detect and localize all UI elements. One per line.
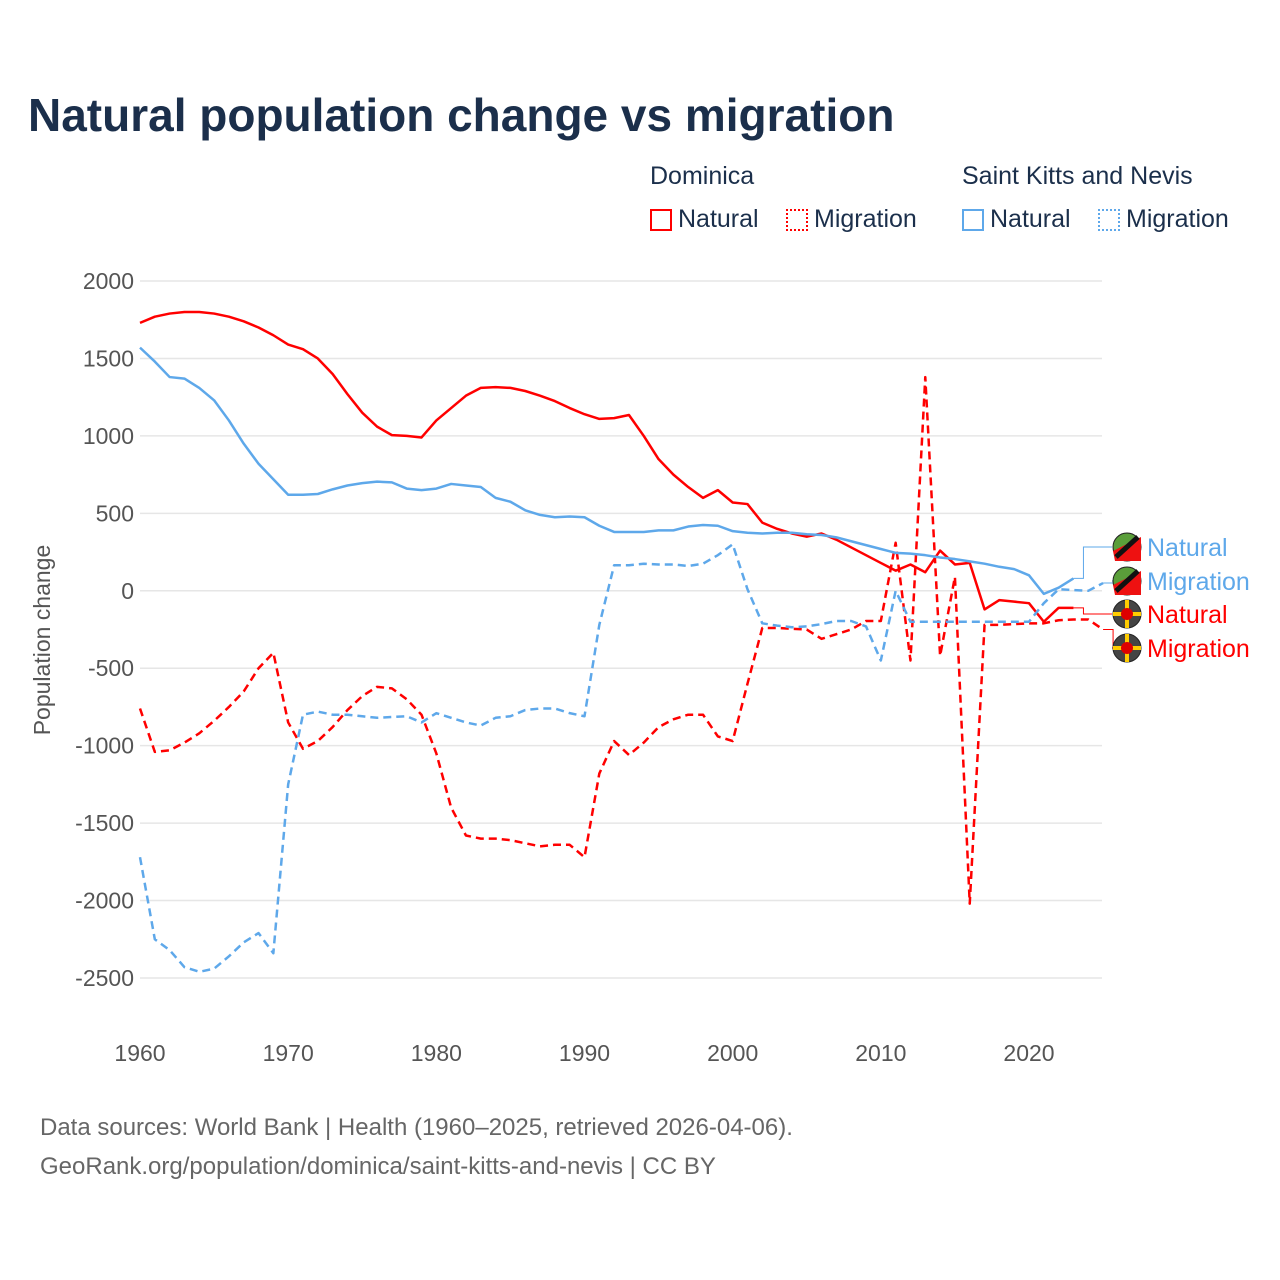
legend-group-skn: Saint Kitts and Nevis [962,162,1193,190]
flag-disc [1121,642,1133,654]
legend-group-dominica: Dominica [650,162,755,190]
y-tick-label: -1000 [75,733,134,759]
footer: Data sources: World Bank | Health (1960–… [40,1108,793,1186]
series-line-saint-kitts-and-nevis-natural [139,346,1075,596]
end-label: Migration [1147,568,1250,596]
end-label: Natural [1147,601,1228,629]
flag-band [1114,535,1140,559]
label-connector [1073,607,1112,615]
label-connector [1103,629,1114,649]
x-tick-label: 2020 [1003,1040,1054,1066]
chart-title: Natural population change vs migration [28,89,895,141]
end-label: Migration [1147,635,1250,663]
y-tick-label: -1500 [75,810,134,836]
legend-swatch [962,208,984,231]
legend-label: Natural [990,205,1071,233]
flag-disc [1121,608,1133,620]
y-tick-label: 500 [96,500,134,526]
label-connector [1103,580,1114,584]
x-tick-label: 1980 [411,1040,462,1066]
label-connector [1073,546,1112,579]
y-tick-label: 2000 [83,268,134,294]
series-line-dominica-natural [139,310,1074,624]
legend-item-dominica-natural[interactable]: Natural [650,205,759,234]
legend-item-skn-natural[interactable]: Natural [962,205,1071,234]
x-tick-label: 1960 [114,1040,165,1066]
end-label: Natural [1147,534,1228,562]
legend-label: Natural [678,205,759,233]
legend-swatch [786,208,808,231]
y-tick-label: 1500 [83,345,134,371]
y-tick-label: 1000 [83,423,134,449]
y-tick-label: 0 [121,578,134,604]
y-tick-label: -500 [88,655,134,681]
footer-link[interactable]: GeoRank.org/population/dominica/saint-ki… [40,1153,716,1180]
x-tick-label: 1990 [559,1040,610,1066]
legend-swatch [650,208,672,231]
y-axis-label: Population change [29,545,55,736]
series-line-saint-kitts-and-nevis-migration [138,543,1104,974]
x-tick-label: 2010 [855,1040,906,1066]
y-tick-label: -2500 [75,965,134,991]
x-tick-label: 1970 [263,1040,314,1066]
legend-item-dominica-migration[interactable]: Migration [786,205,917,234]
x-tick-label: 2000 [707,1040,758,1066]
footer-sources: Data sources: World Bank | Health (1960–… [40,1114,793,1141]
legend-item-skn-migration[interactable]: Migration [1098,205,1229,234]
y-tick-label: -2000 [75,888,134,914]
series-line-dominica-migration [138,375,1104,905]
flag-band [1114,569,1140,593]
legend-label: Migration [814,205,917,233]
legend-label: Migration [1126,205,1229,233]
legend-swatch [1098,208,1120,231]
